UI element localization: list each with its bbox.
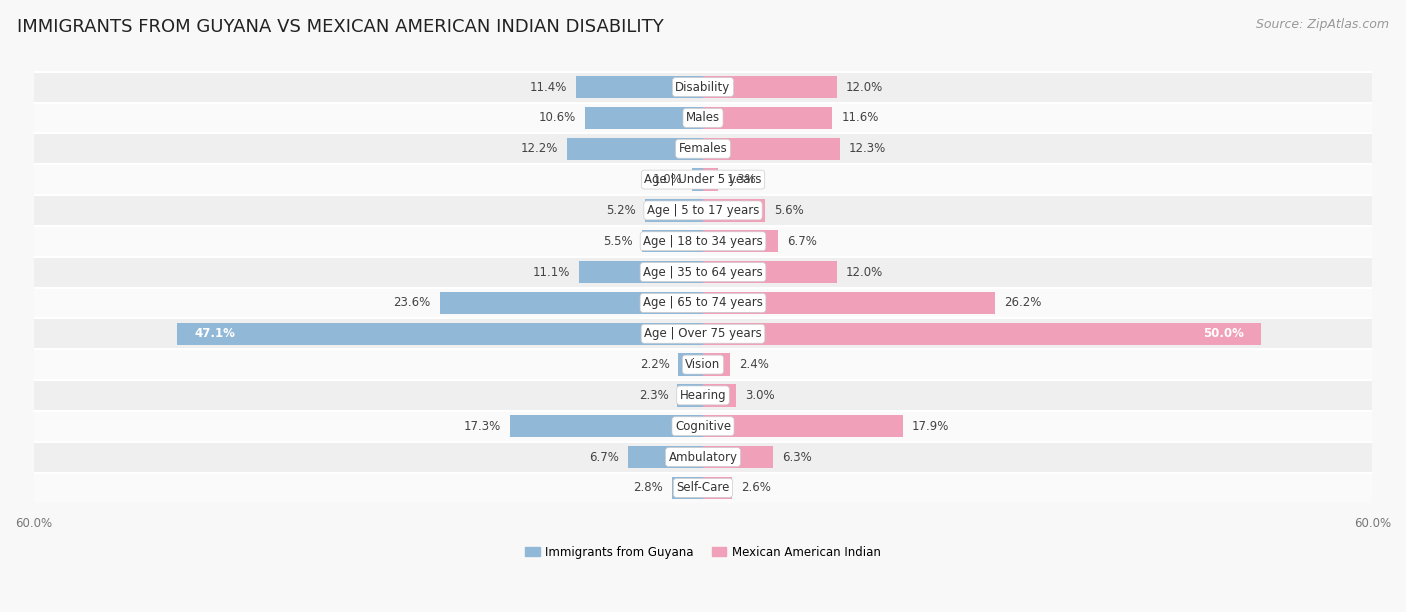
Text: 11.4%: 11.4%	[530, 81, 567, 94]
Bar	[703, 200, 765, 222]
Text: 12.0%: 12.0%	[846, 81, 883, 94]
Text: 2.8%: 2.8%	[633, 482, 662, 494]
Bar	[579, 261, 703, 283]
Bar	[703, 477, 733, 499]
Text: IMMIGRANTS FROM GUYANA VS MEXICAN AMERICAN INDIAN DISABILITY: IMMIGRANTS FROM GUYANA VS MEXICAN AMERIC…	[17, 18, 664, 36]
Text: 6.7%: 6.7%	[589, 450, 619, 463]
Bar	[678, 384, 703, 406]
Legend: Immigrants from Guyana, Mexican American Indian: Immigrants from Guyana, Mexican American…	[520, 541, 886, 563]
Bar	[703, 446, 773, 468]
Text: Disability: Disability	[675, 81, 731, 94]
Text: 17.3%: 17.3%	[464, 420, 501, 433]
Bar	[34, 349, 1372, 380]
Text: 10.6%: 10.6%	[538, 111, 576, 124]
Text: 12.0%: 12.0%	[846, 266, 883, 278]
Bar	[703, 354, 730, 376]
Bar	[34, 195, 1372, 226]
Text: 2.3%: 2.3%	[638, 389, 668, 402]
Bar	[510, 415, 703, 438]
Text: Cognitive: Cognitive	[675, 420, 731, 433]
Bar	[703, 384, 737, 406]
Text: 47.1%: 47.1%	[194, 327, 235, 340]
Text: 5.5%: 5.5%	[603, 235, 633, 248]
Bar	[703, 415, 903, 438]
Text: Males: Males	[686, 111, 720, 124]
Bar	[177, 323, 703, 345]
Text: Self-Care: Self-Care	[676, 482, 730, 494]
Bar	[703, 230, 778, 252]
Bar	[679, 354, 703, 376]
Bar	[34, 380, 1372, 411]
Text: 23.6%: 23.6%	[394, 296, 430, 310]
Bar	[440, 292, 703, 314]
Text: Ambulatory: Ambulatory	[668, 450, 738, 463]
Bar	[34, 442, 1372, 472]
Bar	[34, 472, 1372, 503]
Bar	[672, 477, 703, 499]
Text: Age | 35 to 64 years: Age | 35 to 64 years	[643, 266, 763, 278]
Text: 1.0%: 1.0%	[654, 173, 683, 186]
Bar	[703, 76, 837, 98]
Bar	[703, 168, 717, 191]
Text: Hearing: Hearing	[679, 389, 727, 402]
Bar	[34, 102, 1372, 133]
Text: Age | 18 to 34 years: Age | 18 to 34 years	[643, 235, 763, 248]
Text: 5.2%: 5.2%	[606, 204, 636, 217]
Bar	[34, 318, 1372, 349]
Bar	[628, 446, 703, 468]
Bar	[703, 261, 837, 283]
Bar	[703, 138, 841, 160]
Bar	[34, 133, 1372, 164]
Text: Age | 65 to 74 years: Age | 65 to 74 years	[643, 296, 763, 310]
Bar	[34, 256, 1372, 288]
Text: 11.1%: 11.1%	[533, 266, 571, 278]
Bar	[692, 168, 703, 191]
Text: 5.6%: 5.6%	[775, 204, 804, 217]
Bar	[34, 288, 1372, 318]
Bar	[703, 292, 995, 314]
Text: 50.0%: 50.0%	[1204, 327, 1244, 340]
Bar	[645, 200, 703, 222]
Text: Age | Under 5 years: Age | Under 5 years	[644, 173, 762, 186]
Text: 2.6%: 2.6%	[741, 482, 770, 494]
Text: Source: ZipAtlas.com: Source: ZipAtlas.com	[1256, 18, 1389, 31]
Bar	[567, 138, 703, 160]
Bar	[641, 230, 703, 252]
Text: 12.3%: 12.3%	[849, 142, 886, 155]
Text: 26.2%: 26.2%	[1004, 296, 1042, 310]
Text: 11.6%: 11.6%	[841, 111, 879, 124]
Text: 3.0%: 3.0%	[745, 389, 775, 402]
Text: 1.3%: 1.3%	[727, 173, 756, 186]
Bar	[703, 107, 832, 129]
Text: 6.7%: 6.7%	[787, 235, 817, 248]
Text: 2.4%: 2.4%	[738, 358, 769, 371]
Bar	[34, 411, 1372, 442]
Bar	[34, 164, 1372, 195]
Text: Age | 5 to 17 years: Age | 5 to 17 years	[647, 204, 759, 217]
Bar	[34, 72, 1372, 102]
Text: 12.2%: 12.2%	[520, 142, 558, 155]
Text: Vision: Vision	[685, 358, 721, 371]
Bar	[703, 323, 1261, 345]
Text: 6.3%: 6.3%	[782, 450, 813, 463]
Text: 2.2%: 2.2%	[640, 358, 669, 371]
Bar	[585, 107, 703, 129]
Text: Age | Over 75 years: Age | Over 75 years	[644, 327, 762, 340]
Text: 17.9%: 17.9%	[911, 420, 949, 433]
Text: Females: Females	[679, 142, 727, 155]
Bar	[34, 226, 1372, 256]
Bar	[576, 76, 703, 98]
